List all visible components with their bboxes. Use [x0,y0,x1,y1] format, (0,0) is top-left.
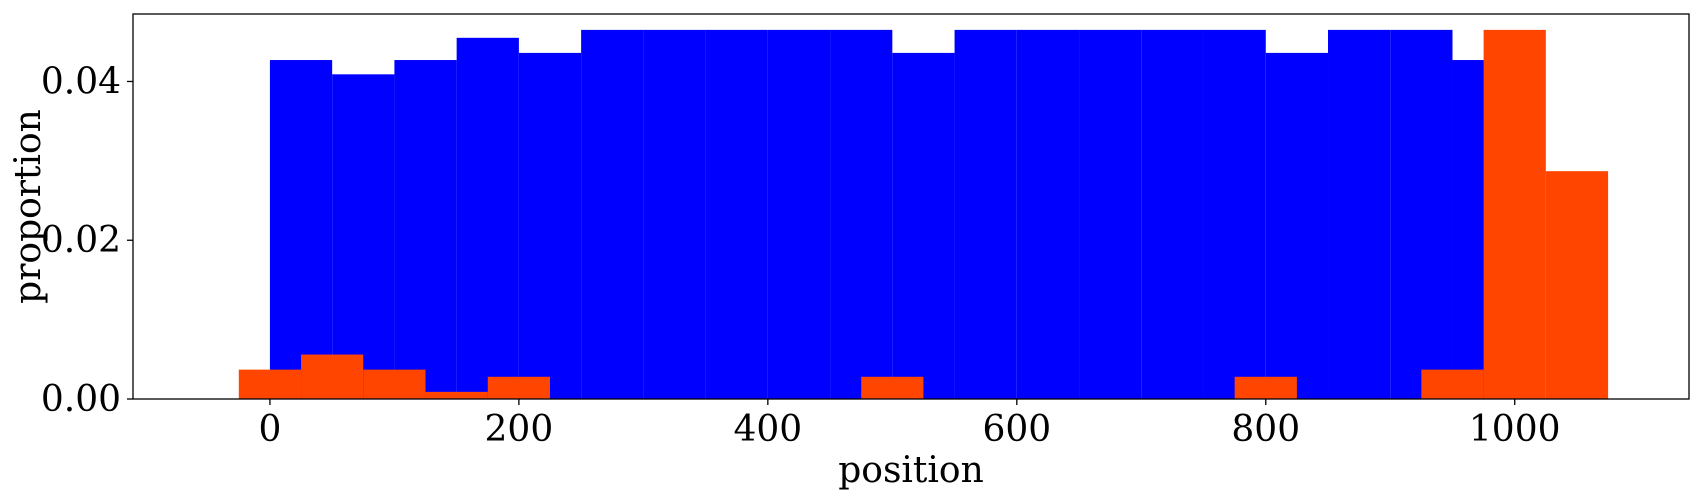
bar-series-2-150 [425,391,488,399]
bar-series-1-775 [1203,29,1266,400]
x-tick-label: 400 [733,409,802,450]
bar-series-2-0 [238,369,302,399]
bar-series-1-575 [954,29,1017,400]
x-axis-label: position [838,450,984,491]
bar-series-1-525 [892,52,955,399]
x-tick-label: 200 [485,409,554,450]
ticks-layer: 0 200 400 600 800 1000 0.00 0.02 0.04 [41,61,1561,450]
x-tick-label: 0 [258,409,281,450]
x-tick-label: 1000 [1469,409,1561,450]
bar-series-2-950 [1421,369,1484,399]
bar-series-1-425 [767,29,831,400]
bar-series-1-625 [1016,29,1080,400]
bar-series-2-50 [301,354,364,399]
bar-series-1-375 [705,29,768,400]
bar-series-2-500 [861,376,924,399]
y-tick-label: 0.00 [41,379,121,420]
y-tick-label: 0.02 [41,220,121,261]
bar-series-2-200 [487,376,551,399]
bar-series-2-1050 [1545,171,1609,399]
bar-series-2-800 [1234,376,1297,399]
x-tick-label: 600 [982,409,1051,450]
y-axis-label: proportion [8,109,49,304]
bar-series-1-25 [269,60,333,400]
bar-series-1-175 [456,37,519,400]
bar-series-1-125 [394,60,457,400]
bar-series-1-325 [643,29,706,400]
bar-series-1-75 [332,74,395,399]
bar-series-1-875 [1328,29,1391,400]
bar-series-1-925 [1390,29,1453,400]
bar-series-1-225 [518,52,582,399]
x-tick-label: 800 [1231,409,1300,450]
bar-series-2-100 [363,369,426,399]
bar-series-1-725 [1141,29,1204,400]
bar-series-1-675 [1079,29,1142,400]
bar-series-1-275 [581,29,644,400]
y-tick-label: 0.04 [41,61,121,102]
bar-series-1-825 [1265,52,1329,399]
bars-layer [238,29,1609,400]
bar-series-1-475 [830,29,893,400]
bar-series-2-1000 [1483,29,1546,400]
plot-frame [132,13,1690,400]
